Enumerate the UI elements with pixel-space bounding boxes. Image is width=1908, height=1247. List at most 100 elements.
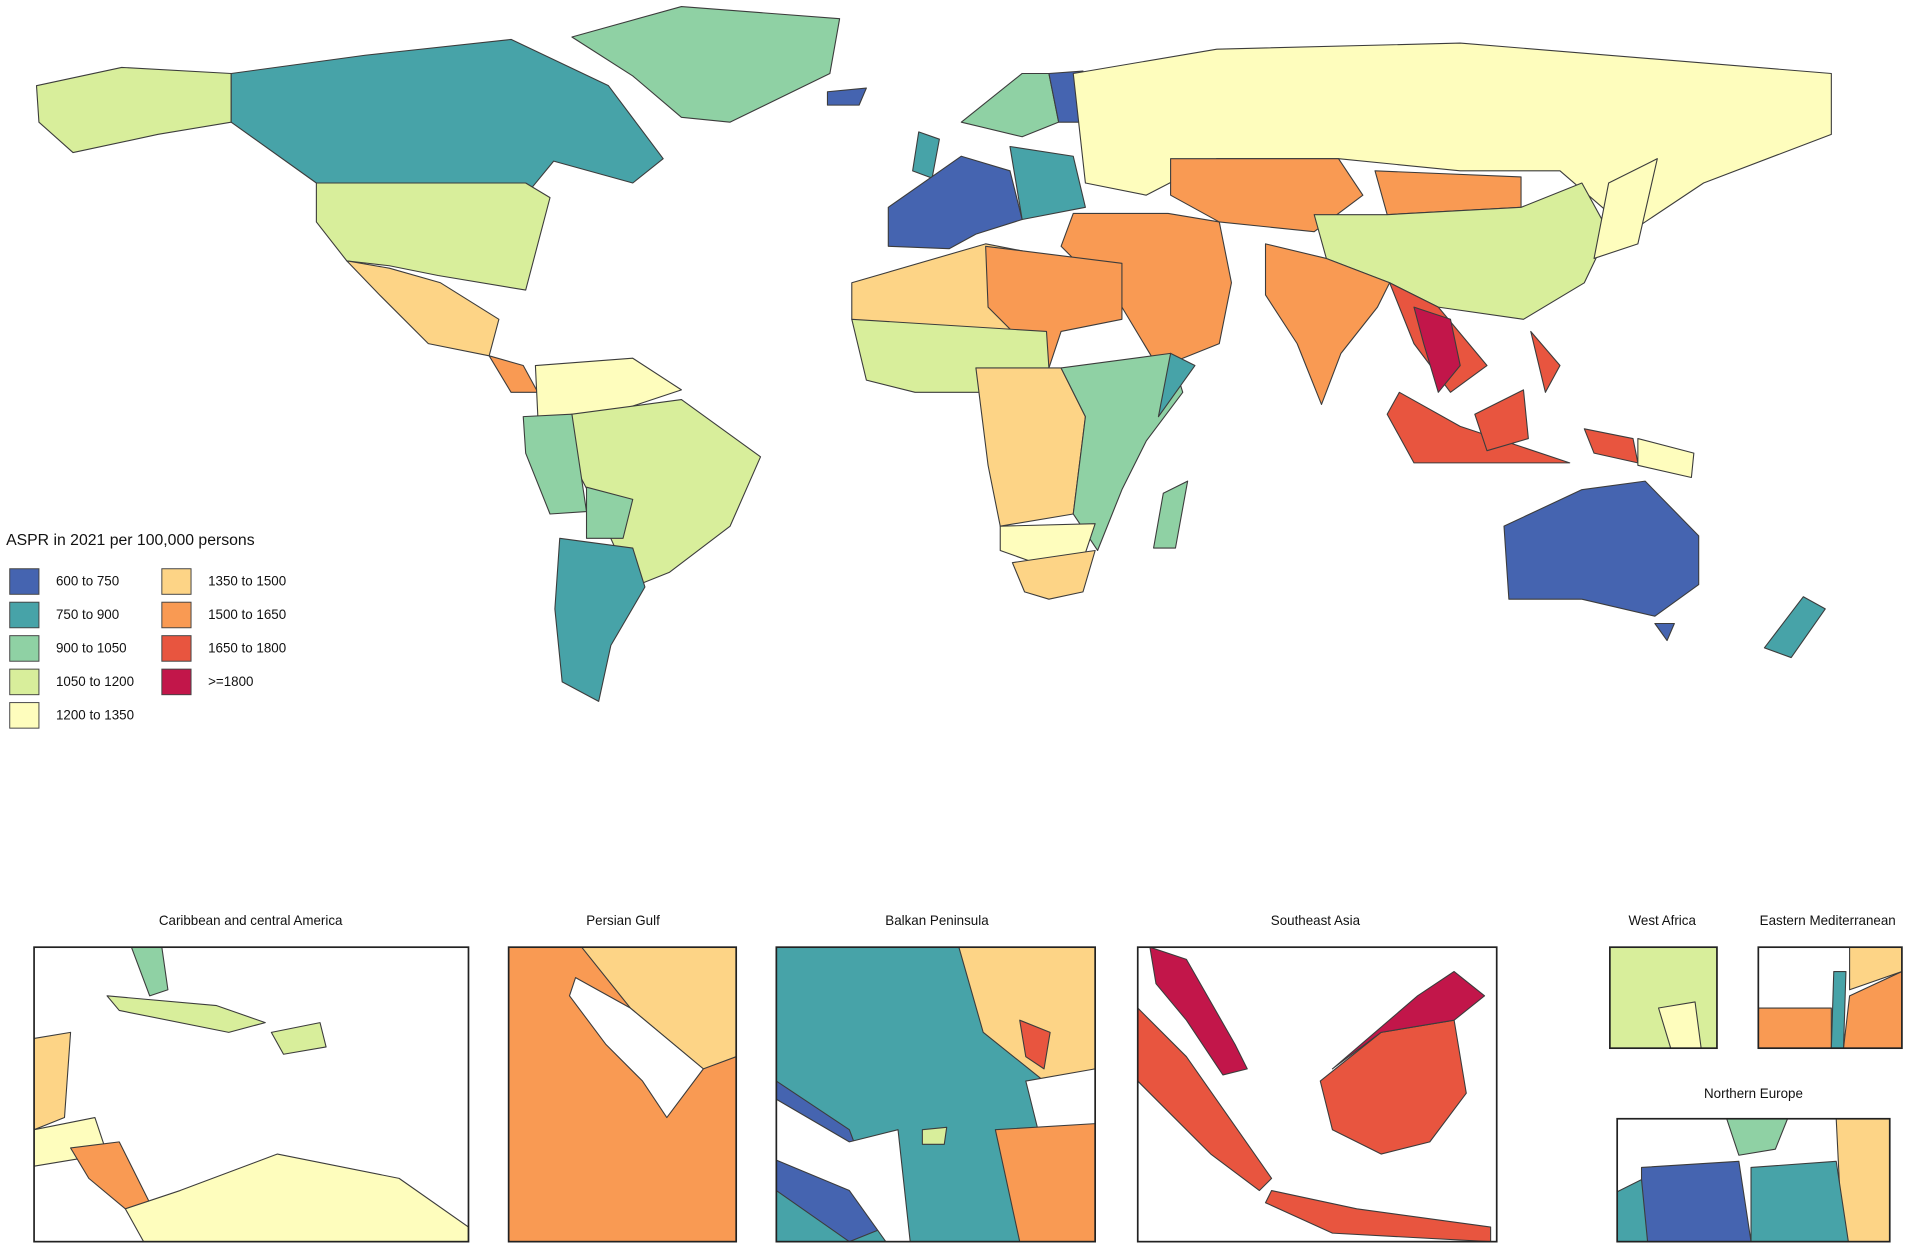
inset-map [1137,947,1492,1242]
region [826,87,867,106]
inset-persian-gulf [507,946,738,1243]
region [1264,243,1391,406]
region [1157,352,1196,418]
legend-label: 600 to 750 [56,574,119,589]
region [1149,947,1248,1076]
inset-title: Caribbean and central America [159,913,343,928]
inset-map [34,947,469,1242]
inset-southeast-asia [1136,946,1498,1243]
region [270,1022,327,1055]
region [1842,970,1902,1049]
region [1658,1001,1702,1049]
region [315,182,551,291]
legend-swatch [9,702,40,729]
region [975,367,1086,527]
region [1640,1160,1752,1242]
legend-label: 750 to 900 [56,607,119,622]
region [70,1141,151,1210]
region [1319,1019,1467,1155]
inset-title: Balkan Peninsula [885,913,989,928]
region [1758,1007,1832,1049]
region [1137,1007,1273,1192]
region [1331,970,1486,1070]
region [346,260,500,357]
region [1750,1160,1849,1242]
legend-swatch [161,601,192,629]
region [994,1123,1096,1242]
inset-frame [507,946,738,1243]
legend-label: >=1800 [208,674,253,689]
region [1009,145,1086,221]
water [568,977,704,1119]
region [1019,1019,1051,1070]
inset-eastern-mediterranean [1757,946,1903,1050]
legend-swatch [9,668,40,696]
legend-label: 1350 to 1500 [208,574,286,589]
legend-swatch [161,568,192,595]
inset-frame [1757,946,1903,1050]
region [124,1153,469,1242]
legend-label: 1500 to 1650 [208,607,286,622]
inset-caribbean [33,946,470,1243]
inset-frame [33,946,470,1243]
legend-swatch [9,568,40,595]
inset-frame [1136,946,1498,1243]
inset-map [1617,1118,1890,1242]
inset-titles: Caribbean and central America Persian Gul… [159,913,1896,1101]
region [130,947,169,997]
region [921,1126,948,1145]
region [1474,389,1529,452]
region [1726,1118,1789,1156]
region [1849,947,1902,991]
legend-label: 1650 to 1800 [208,641,286,656]
region [34,1031,72,1131]
region [1413,306,1461,393]
legend-label: 900 to 1050 [56,641,127,656]
legend-label: 1050 to 1200 [56,674,134,689]
region [1386,391,1571,464]
legend-label: 1200 to 1350 [56,708,134,723]
region [1830,970,1847,1049]
inset-northern-europe [1616,1117,1891,1243]
region [488,355,539,393]
legend-swatch [161,668,192,696]
inset-map [1758,947,1902,1049]
region [230,38,664,196]
region [522,413,588,515]
inset-title: West Africa [1629,913,1697,928]
region [1593,158,1658,259]
region [106,995,266,1033]
legend-swatch [9,601,40,629]
legend-title: ASPR in 2021 per 100,000 persons [6,532,255,549]
region [1530,330,1561,393]
inset-west-africa [1609,946,1718,1050]
inset-map [776,947,1096,1242]
region [960,72,1060,138]
region [581,947,737,1070]
region [571,399,762,588]
water [776,1098,911,1242]
region [1170,158,1364,233]
inset-frame [1609,946,1718,1050]
legend-swatch [9,635,40,662]
region [1763,596,1826,659]
inset-title: Persian Gulf [586,913,660,928]
inset-frame [775,946,1097,1243]
region [554,537,646,702]
region [887,155,1023,250]
inset-title: Eastern Mediterranean [1760,913,1896,928]
legend: ASPR in 2021 per 100,000 persons 600 to … [6,532,286,729]
region [1153,480,1189,549]
legend-swatch [161,635,192,662]
region [1583,428,1639,464]
inset-frame [1616,1117,1891,1243]
region [1503,480,1700,617]
inset-title: Southeast Asia [1271,913,1361,928]
region [35,66,232,154]
region [1637,437,1695,479]
inset-title: Northern Europe [1704,1086,1803,1101]
inset-map [508,947,737,1242]
region [912,131,940,179]
